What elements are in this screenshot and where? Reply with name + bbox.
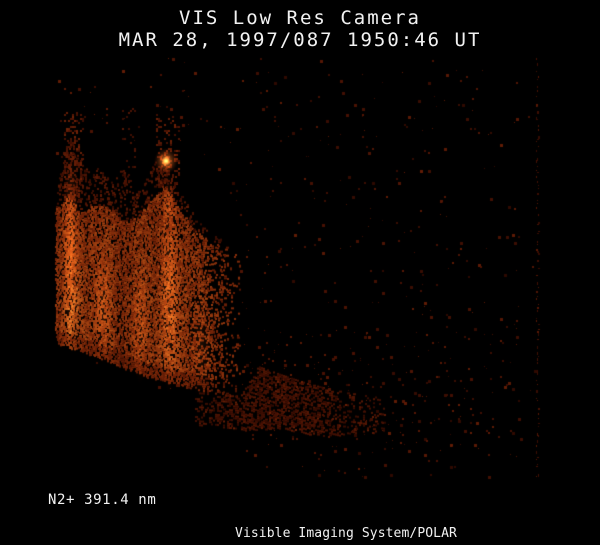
image-timestamp: MAR 28, 1997/087 1950:46 UT	[118, 29, 482, 51]
image-header: VIS Low Res Camera MAR 28, 1997/087 1950…	[0, 5, 600, 50]
camera-title: VIS Low Res Camera	[179, 7, 421, 29]
credit-line-instrument: Visible Imaging System/POLAR	[235, 526, 457, 541]
filter-wavelength-label: N2+ 391.4 nm	[48, 492, 157, 508]
credit-block: Visible Imaging System/POLAR The Univers…	[190, 491, 502, 545]
